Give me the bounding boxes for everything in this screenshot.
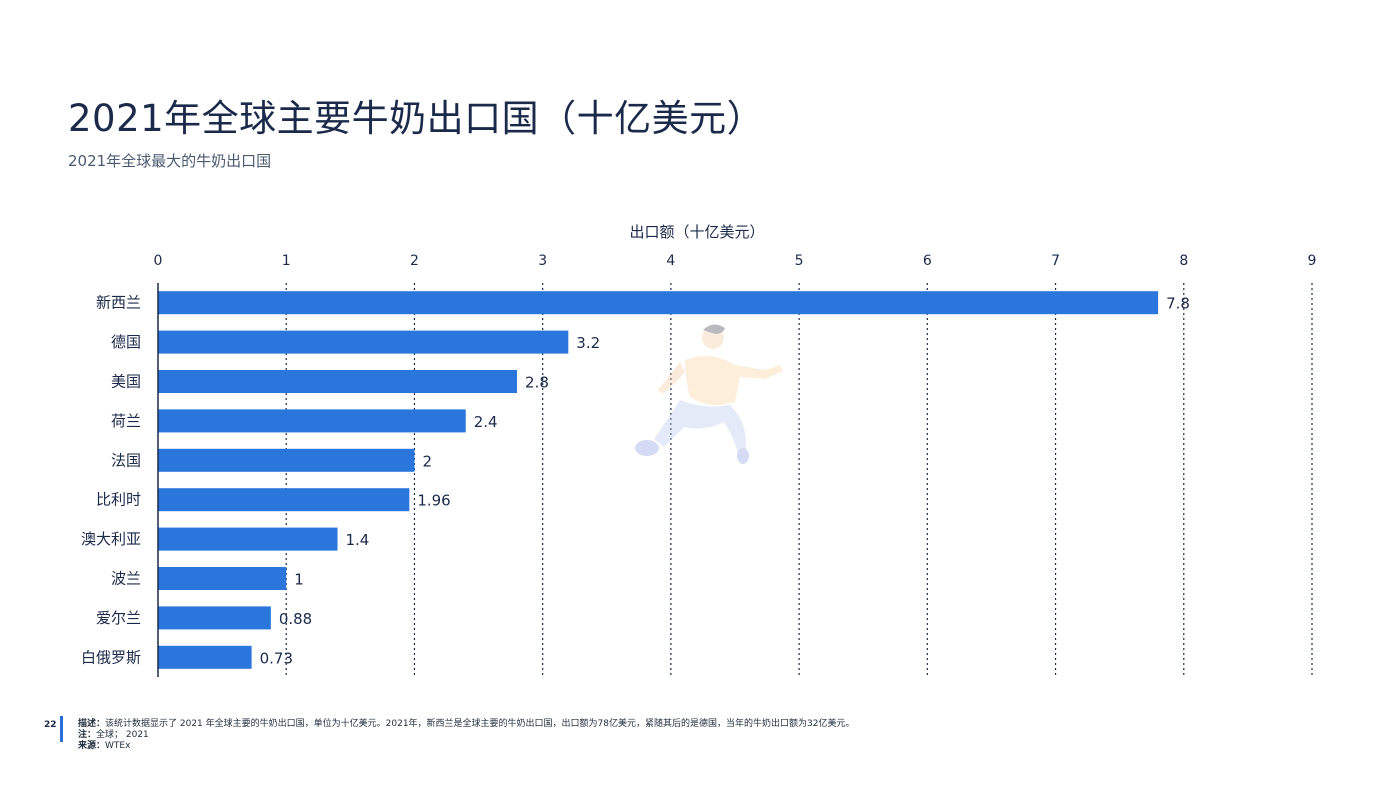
- bar: [158, 488, 410, 512]
- footer-note: 注：全球； 2021: [78, 730, 854, 741]
- x-tick-label: 6: [923, 253, 932, 269]
- x-tick-label: 0: [154, 253, 163, 269]
- x-tick-label: 7: [1051, 253, 1060, 269]
- bar-chart: 出口额（十亿美元） 0 1 2 3 4 5 6 7 8 9 新西兰德国美国荷兰法国比利时澳大利亚波…: [81, 223, 1317, 677]
- x-axis-title: 出口额（十亿美元）: [629, 223, 764, 241]
- note-label: 注：: [78, 730, 97, 740]
- x-tick-label: 5: [795, 253, 804, 269]
- source-label: 来源：: [78, 741, 106, 751]
- category-label: 新西兰: [96, 294, 141, 312]
- bar-value-label: 0.88: [279, 610, 312, 628]
- bar-value-label: 1.4: [346, 531, 370, 549]
- footer-source: 来源：WTEx: [78, 741, 854, 752]
- category-label: 爱尔兰: [96, 609, 141, 627]
- category-label: 比利时: [96, 491, 141, 509]
- bar-value-label: 1: [294, 571, 304, 589]
- category-label: 美国: [111, 373, 141, 391]
- x-tick-label: 3: [538, 253, 547, 269]
- footer-notes: 描述：该统计数据显示了 2021 年全球主要的牛奶出口国，单位为十亿美元。202…: [78, 719, 854, 752]
- bar: [158, 330, 569, 354]
- category-label: 荷兰: [111, 412, 141, 430]
- bar-value-label: 2.4: [474, 413, 498, 431]
- bar: [158, 291, 1159, 315]
- bar-value-label: 1.96: [417, 492, 450, 510]
- category-label: 波兰: [111, 570, 141, 588]
- running-person-illustration: [635, 324, 783, 464]
- bar: [158, 527, 338, 551]
- bar: [158, 448, 415, 472]
- source-text: WTEx: [105, 741, 131, 751]
- bar-value-label: 7.8: [1166, 295, 1190, 313]
- category-label: 德国: [111, 333, 141, 351]
- footer-accent-bar: [60, 716, 63, 742]
- category-label: 白俄罗斯: [81, 648, 141, 666]
- description-label: 描述：: [78, 719, 106, 729]
- bar: [158, 567, 287, 590]
- bar: [158, 409, 466, 433]
- note-text: 全球； 2021: [96, 730, 149, 740]
- bar-value-label: 0.73: [260, 649, 293, 667]
- bar-value-label: 3.2: [576, 334, 600, 352]
- page-subtitle: 2021年全球最大的牛奶出口国: [68, 152, 272, 170]
- x-tick-label: 2: [410, 253, 419, 269]
- category-label: 法国: [111, 451, 141, 469]
- description-text: 该统计数据显示了 2021 年全球主要的牛奶出口国，单位为十亿美元。2021年，…: [105, 719, 855, 729]
- page-number: 22: [44, 720, 57, 730]
- x-tick-label: 8: [1179, 253, 1188, 269]
- bar-value-label: 2: [422, 452, 432, 470]
- x-tick-label: 4: [666, 253, 675, 269]
- x-tick-label: 1: [282, 253, 291, 269]
- page-title: 2021年全球主要牛奶出口国（十亿美元）: [68, 97, 765, 140]
- bar-value-label: 2.8: [525, 374, 549, 392]
- x-tick-label: 9: [1308, 253, 1317, 269]
- bar: [158, 370, 518, 393]
- bar: [158, 645, 252, 669]
- footer-description: 描述：该统计数据显示了 2021 年全球主要的牛奶出口国，单位为十亿美元。202…: [78, 719, 854, 730]
- category-label: 澳大利亚: [81, 530, 141, 548]
- bar: [158, 606, 271, 630]
